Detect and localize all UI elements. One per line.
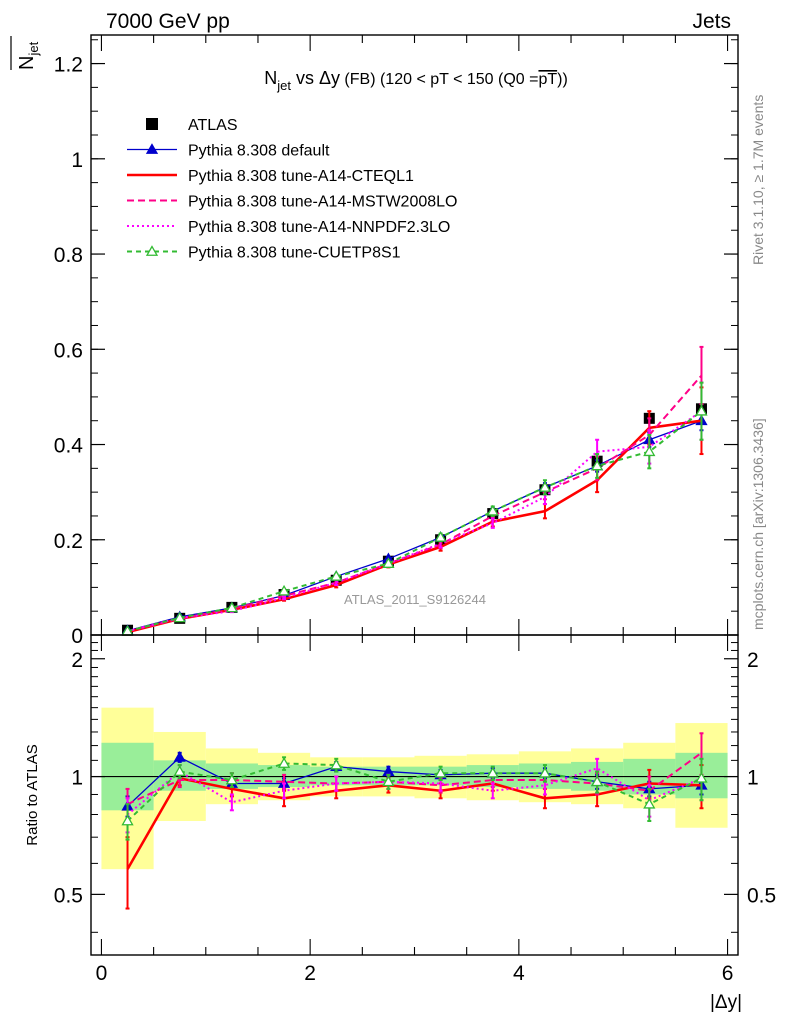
ratio-marker bbox=[121, 814, 134, 826]
main-ylabel-text: Njet bbox=[16, 41, 41, 70]
ratio-marker bbox=[330, 758, 343, 770]
main-title-overline: pT bbox=[538, 71, 557, 88]
ratio-y-tick-label: 2 bbox=[71, 649, 83, 672]
ratio-series-line bbox=[126, 776, 702, 870]
legend-label: Pythia 8.308 tune-A14-CTEQL1 bbox=[188, 168, 414, 185]
legend-entry-pythia-8-308-tune-a14-mstw2008lo: Pythia 8.308 tune-A14-MSTW2008LO bbox=[127, 194, 457, 211]
ratio-marker bbox=[225, 773, 238, 785]
main-marker bbox=[173, 611, 186, 623]
ratio-series-pythia-8-308-tune-cuetp8s1 bbox=[121, 756, 708, 841]
legend-entry-pythia-8-308-tune-a14-nnpdf2-3lo: Pythia 8.308 tune-A14-NNPDF2.3LO bbox=[127, 219, 450, 236]
ratio-marker bbox=[486, 766, 499, 778]
x-tick-label: 2 bbox=[304, 962, 316, 985]
main-series-line bbox=[127, 420, 702, 632]
main-ylabel-sub: jet bbox=[26, 41, 41, 56]
ratio-y-tick-label-right: 2 bbox=[747, 649, 759, 672]
main-ylabel: Njet bbox=[10, 36, 41, 70]
ratio-marker bbox=[591, 775, 604, 787]
legend-label: Pythia 8.308 default bbox=[188, 143, 330, 160]
main-y-tick-label: 1.2 bbox=[54, 54, 83, 77]
ratio-marker bbox=[538, 766, 552, 778]
header-left: 7000 GeV pp bbox=[106, 10, 230, 33]
ratio-y-tick-label-right: 0.5 bbox=[747, 884, 776, 907]
main-title-rest: (FB) (120 < pT < 150 (Q0 = bbox=[340, 71, 538, 88]
ratio-marker bbox=[695, 771, 708, 783]
main-series-line bbox=[127, 410, 703, 633]
ratio-marker bbox=[277, 757, 291, 768]
main-series-pythia-8-308-tune-a14-mstw2008lo bbox=[125, 345, 704, 633]
main-y-tick-label: 1 bbox=[71, 149, 83, 172]
main-title-sub: jet bbox=[276, 78, 291, 93]
main-marker bbox=[330, 570, 343, 581]
ratio-marker bbox=[173, 765, 186, 776]
legend-entry-pythia-8-308-default: Pythia 8.308 default bbox=[127, 143, 330, 160]
ratio-series-line bbox=[126, 762, 702, 822]
main-ylabel-n: N bbox=[16, 56, 38, 70]
main-y-tick-label: 0.2 bbox=[54, 530, 83, 553]
legend: ATLAS Pythia 8.308 default Pythia 8.308 tu… bbox=[127, 117, 457, 262]
legend-marker bbox=[146, 118, 158, 130]
main-y-tick-label: 0.8 bbox=[54, 244, 83, 267]
ratio-y-tick-label: 1 bbox=[71, 767, 83, 790]
main-marker bbox=[434, 531, 447, 542]
legend-label: Pythia 8.308 tune-A14-NNPDF2.3LO bbox=[188, 219, 450, 236]
legend-entry-pythia-8-308-tune-a14-cteql1: Pythia 8.308 tune-A14-CTEQL1 bbox=[127, 168, 414, 185]
main-marker bbox=[695, 404, 708, 416]
x-axis-label: |Δy| bbox=[710, 992, 742, 1013]
legend-marker bbox=[145, 245, 159, 256]
ratio-data-layer bbox=[121, 732, 708, 910]
ratio-marker bbox=[643, 797, 656, 809]
main-series-pythia-8-308-tune-cuetp8s1 bbox=[121, 381, 708, 636]
analysis-watermark: ATLAS_2011_S9126244 bbox=[344, 592, 486, 607]
ratio-marker bbox=[173, 750, 186, 762]
main-marker bbox=[225, 601, 238, 613]
main-marker bbox=[643, 445, 656, 457]
main-y-tick-label: 0.4 bbox=[54, 435, 84, 458]
header-right: Jets bbox=[692, 10, 731, 33]
main-data-layer bbox=[121, 345, 708, 636]
rivet-label: Rivet 3.1.10, ≥ 1.7M events bbox=[750, 95, 766, 265]
ratio-ylabel: Ratio to ATLAS bbox=[24, 744, 41, 845]
main-title-vs: vs bbox=[291, 68, 319, 88]
ratio-axes: 0 2 4 6 0.5 0.5 1 1 2 2 bbox=[54, 634, 776, 985]
main-marker bbox=[591, 459, 604, 471]
main-marker bbox=[277, 584, 291, 596]
main-series-line bbox=[127, 374, 703, 633]
main-y-tick-label: 0.6 bbox=[54, 339, 83, 362]
main-marker bbox=[382, 557, 395, 568]
x-tick-label: 6 bbox=[722, 962, 734, 985]
x-tick-label: 4 bbox=[513, 962, 525, 985]
mcplots-label: mcplots.cern.ch [arXiv:1306.3436] bbox=[750, 418, 766, 630]
legend-label: Pythia 8.308 tune-A14-MSTW2008LO bbox=[188, 194, 457, 211]
legend-label: Pythia 8.308 tune-CUETP8S1 bbox=[188, 245, 401, 262]
x-tick-label: 0 bbox=[96, 962, 108, 985]
main-title-deltay: Δy bbox=[319, 68, 340, 88]
ratio-marker bbox=[434, 766, 447, 778]
legend-label: ATLAS bbox=[188, 117, 238, 134]
ratio-y-tick-label-right: 1 bbox=[747, 767, 759, 790]
main-y-tick-label: 0 bbox=[71, 625, 83, 648]
legend-entry-pythia-8-308-tune-cuetp8s1: Pythia 8.308 tune-CUETP8S1 bbox=[127, 245, 401, 262]
main-title-n: N bbox=[264, 68, 277, 88]
main-title-suffix: )) bbox=[557, 71, 568, 88]
main-marker bbox=[538, 481, 552, 492]
main-marker bbox=[486, 504, 499, 516]
legend-marker bbox=[145, 143, 159, 154]
main-series-line bbox=[127, 419, 702, 634]
legend-entry-atlas: ATLAS bbox=[146, 117, 238, 134]
ratio-y-tick-label: 0.5 bbox=[54, 884, 83, 907]
ratio-marker bbox=[382, 775, 395, 787]
main-title: Njet vs Δy (FB) (120 < pT < 150 (Q0 =pT)… bbox=[264, 68, 568, 93]
